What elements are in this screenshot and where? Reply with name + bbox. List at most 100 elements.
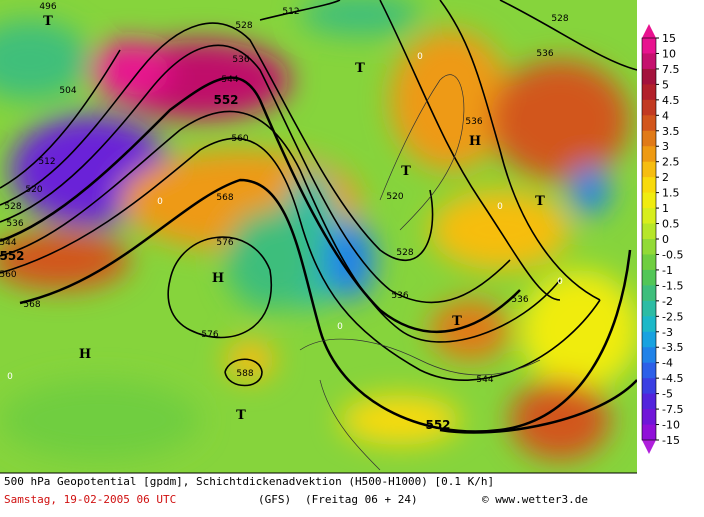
contour-label: 512: [38, 157, 55, 167]
legend-label: -0.5: [662, 248, 683, 261]
contour-label: 552: [0, 249, 25, 263]
contour-label: 536: [511, 295, 528, 305]
legend-label: 0.5: [662, 218, 680, 231]
contour-label: 0: [7, 372, 13, 382]
legend-label: -3: [662, 326, 673, 339]
contour-label: 576: [216, 238, 233, 248]
legend-label: 1: [662, 202, 669, 215]
legend-swatch: [642, 316, 656, 333]
map-labels: 496 5125285365445525605045125205285365445…: [0, 2, 569, 432]
footer-date: Samstag, 19-02-2005 06 UTC: [4, 493, 176, 506]
legend-swatch: [642, 223, 656, 240]
legend-swatch: [642, 208, 656, 225]
legend-swatch: [642, 146, 656, 163]
contour-label: 536: [391, 291, 408, 301]
legend-swatch: [642, 331, 656, 348]
contour-label: 544: [476, 375, 493, 385]
contour-label: 528: [396, 248, 413, 258]
contour-label: 588: [236, 369, 253, 379]
contour-label: 544: [0, 238, 17, 248]
contour-label: 568: [216, 193, 233, 203]
legend-label: 1.5: [662, 187, 680, 200]
pressure-center: T: [535, 194, 545, 209]
contour-label: 544: [221, 75, 238, 85]
contour-label: 0: [337, 322, 343, 332]
legend-label: 4.5: [662, 94, 680, 107]
legend-label: -1: [662, 264, 673, 277]
coastlines: [299, 74, 541, 471]
pressure-center: T: [401, 164, 411, 179]
legend-label: 7.5: [662, 63, 680, 76]
contour-label: 536: [232, 55, 249, 65]
legend-cap-top: [642, 24, 656, 38]
legend-label: 10: [662, 47, 676, 60]
contour-label: 536: [465, 117, 482, 127]
contour-label: 0: [417, 52, 423, 62]
contour-label: 0: [157, 197, 163, 207]
contour-label: 496: [39, 2, 56, 12]
contour-label: 560: [0, 270, 17, 280]
legend-swatch: [642, 239, 656, 255]
legend-swatch: [642, 393, 656, 410]
contour-label: 552: [425, 418, 450, 432]
legend-label: -15: [662, 434, 680, 447]
legend-label: -4.5: [662, 372, 683, 385]
legend-cap-bottom: [642, 440, 656, 454]
legend-label: 2: [662, 171, 669, 184]
contour-label: 0: [557, 277, 563, 287]
contour-label: 0: [497, 202, 503, 212]
legend-swatch: [642, 269, 656, 286]
contour-label: 536: [6, 219, 23, 229]
contour-label: 512: [282, 7, 299, 17]
legend-swatch: [642, 84, 656, 101]
legend-swatch: [642, 347, 656, 364]
legend-label: -1.5: [662, 279, 683, 292]
legend-label: -2: [662, 295, 673, 308]
footer-run: (Freitag 06 + 24): [305, 493, 418, 506]
legend-label: -4: [662, 357, 673, 370]
legend-swatch: [642, 254, 656, 271]
legend-swatch: [642, 130, 656, 147]
legend-swatch: [642, 362, 656, 379]
contour-lines: [0, 0, 637, 434]
footer-bg: [0, 473, 704, 513]
legend-label: -5: [662, 388, 673, 401]
legend-swatch: [642, 285, 656, 302]
legend-frame: [641, 37, 657, 441]
legend-swatch: [642, 38, 656, 54]
footer-model: (GFS): [258, 493, 291, 506]
legend-swatch: [642, 161, 656, 178]
contour-label: 536: [536, 49, 553, 59]
legend-swatch: [642, 424, 656, 441]
contour-label: 528: [4, 202, 21, 212]
pressure-center: T: [236, 408, 246, 423]
legend-label: 0: [662, 233, 669, 246]
pressure-center: H: [79, 347, 91, 362]
legend-swatch: [642, 378, 656, 395]
contour-label: 520: [25, 185, 42, 195]
contour-label: 504: [59, 86, 76, 96]
pressure-center: H: [212, 271, 224, 286]
legend-label: -10: [662, 419, 680, 432]
legend-swatch: [642, 99, 656, 116]
pressure-center: H: [469, 134, 481, 149]
legend-swatch: [642, 409, 656, 426]
legend-label: -7.5: [662, 403, 683, 416]
legend-label: 3: [662, 140, 669, 153]
legend-swatch: [642, 300, 656, 317]
legend-swatch: [642, 192, 656, 209]
legend-swatch: [642, 177, 656, 194]
legend-label: -3.5: [662, 341, 683, 354]
legend-swatch: [642, 53, 656, 70]
legend-swatch: [642, 115, 656, 132]
footer-title: 500 hPa Geopotential [gpdm], Schichtdick…: [4, 475, 494, 488]
pressure-center: T: [452, 314, 462, 329]
contour-label: 528: [235, 21, 252, 31]
map-field: [0, 0, 637, 473]
legend-label: 5: [662, 78, 669, 91]
legend-label: 2.5: [662, 156, 680, 169]
color-legend: 15 10 7.5 5 4.5 4 3.5 3 2.5 2 1.5 1 0.5 0 -0.5 -1 -1.5 -2…: [641, 24, 683, 454]
legend-label: 4: [662, 109, 669, 122]
contour-label: 528: [551, 14, 568, 24]
